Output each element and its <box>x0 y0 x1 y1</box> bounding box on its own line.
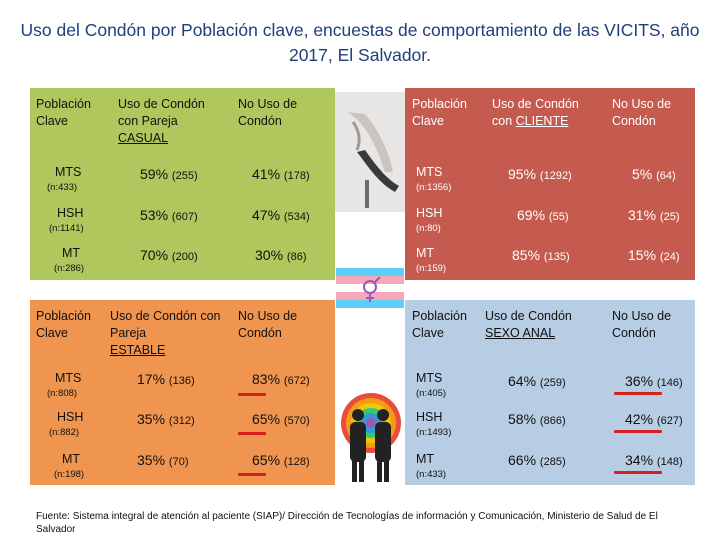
header-poblacion: Población Clave <box>412 97 467 128</box>
underline-marker <box>614 471 662 474</box>
no-uso-value: 30% (86) <box>255 247 307 263</box>
row-label-mts: MTS (n:433) <box>47 165 82 193</box>
uso-value: 58% (866) <box>508 411 566 427</box>
header-poblacion: Población Clave <box>36 309 91 340</box>
no-uso-value: 42% (627) <box>625 411 683 427</box>
row-label-hsh: HSH (n:80) <box>416 206 443 234</box>
header-uso: Uso de Condón con Pareja CASUAL <box>118 97 205 145</box>
uso-value: 69% (55) <box>517 207 569 223</box>
panel-header: Población Clave Uso de Condón SEXO ANAL N… <box>405 300 695 362</box>
panel-estable: Población Clave Uso de Condón con Pareja… <box>30 300 335 485</box>
no-uso-value: 5% (64) <box>632 166 676 182</box>
page-title: Uso del Condón por Población clave, encu… <box>20 20 700 65</box>
no-uso-value: 47% (534) <box>252 207 310 223</box>
panel-header: Población Clave Uso de Condón con CLIENT… <box>405 88 695 150</box>
row-label-mts: MTS (n:405) <box>416 371 447 399</box>
uso-value: 95% (1292) <box>508 166 572 182</box>
header-uso: Uso de Condón con CLIENTE <box>492 97 579 128</box>
no-uso-value: 83% (672) <box>252 371 310 387</box>
header-no-uso: No Uso de Condón <box>612 309 672 340</box>
underline-marker <box>238 432 266 435</box>
underline-marker <box>238 473 266 476</box>
panel-casual: Población Clave Uso de Condón con Pareja… <box>30 88 335 280</box>
header-poblacion: Población Clave <box>36 97 91 128</box>
row-label-hsh: HSH (n:1141) <box>49 206 84 234</box>
no-uso-value: 31% (25) <box>628 207 680 223</box>
row-label-hsh: HSH (n:882) <box>49 410 84 438</box>
underline-marker <box>614 430 662 433</box>
row-label-mt: MT (n:159) <box>416 246 447 274</box>
header-poblacion: Población Clave <box>412 309 467 340</box>
stiletto-heel-image <box>335 92 405 212</box>
no-uso-value: 36% (146) <box>625 373 683 389</box>
uso-value: 66% (285) <box>508 452 566 468</box>
panel-header: Población Clave Uso de Condón con Pareja… <box>30 300 335 362</box>
header-uso: Uso de Condón con Pareja ESTABLE <box>110 309 221 357</box>
uso-value: 64% (259) <box>508 373 566 389</box>
source-note: Fuente: Sistema integral de atención al … <box>36 511 658 535</box>
uso-value: 85% (135) <box>512 247 570 263</box>
header-uso: Uso de Condón SEXO ANAL <box>485 309 572 340</box>
header-no-uso: No Uso de Condón <box>238 309 298 340</box>
uso-value: 17% (136) <box>137 371 195 387</box>
no-uso-value: 65% (570) <box>252 411 310 427</box>
underline-marker <box>238 393 266 396</box>
row-label-mt: MT (n:433) <box>416 452 447 480</box>
rainbow-couple-image <box>341 393 401 482</box>
uso-value: 70% (200) <box>140 247 198 263</box>
row-label-mt: MT (n:286) <box>54 246 85 274</box>
row-label-hsh: HSH (n:1493) <box>416 410 452 438</box>
header-no-uso: No Uso de Condón <box>612 97 672 128</box>
panel-header: Población Clave Uso de Condón con Pareja… <box>30 88 335 150</box>
no-uso-value: 65% (128) <box>252 452 310 468</box>
row-label-mts: MTS (n:808) <box>47 371 82 399</box>
underline-marker <box>614 392 662 395</box>
uso-value: 35% (312) <box>137 411 195 427</box>
uso-value: 35% (70) <box>137 452 189 468</box>
row-label-mts: MTS (n:1356) <box>416 165 452 193</box>
no-uso-value: 15% (24) <box>628 247 680 263</box>
panel-cliente: Población Clave Uso de Condón con CLIENT… <box>405 88 695 280</box>
uso-value: 59% (255) <box>140 166 198 182</box>
row-label-mt: MT (n:198) <box>54 452 85 480</box>
transgender-flag-icon <box>336 268 404 308</box>
uso-value: 53% (607) <box>140 207 198 223</box>
no-uso-value: 41% (178) <box>252 166 310 182</box>
no-uso-value: 34% (148) <box>625 452 683 468</box>
header-no-uso: No Uso de Condón <box>238 97 298 128</box>
